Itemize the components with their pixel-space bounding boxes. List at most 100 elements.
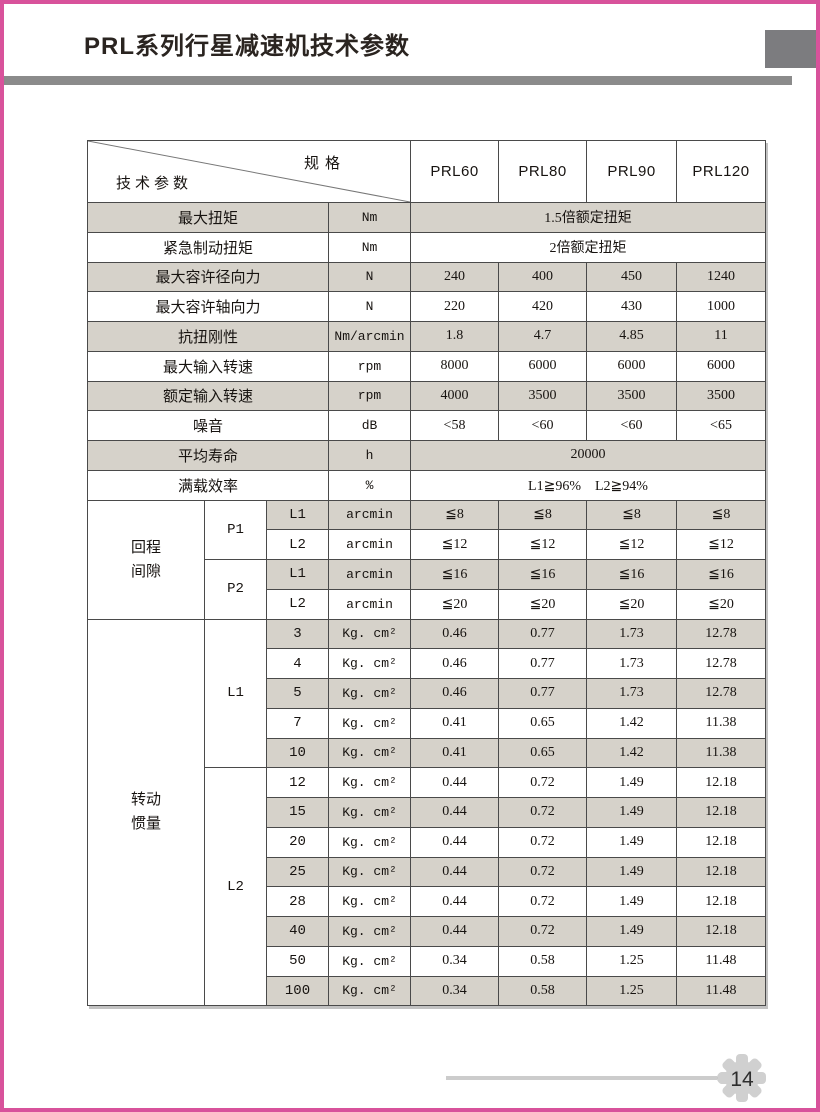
unit-cell: Kg. cm² — [328, 945, 411, 977]
value-cell: 0.77 — [498, 648, 587, 679]
value-cell: 12.78 — [676, 678, 766, 709]
value-cell: 1.49 — [586, 856, 677, 888]
value-cell: 12.18 — [676, 767, 766, 798]
table-row: 满载效率 % L1≧96% L2≧94% — [87, 469, 766, 501]
value-cell: 420 — [498, 291, 587, 322]
unit-cell: h — [328, 440, 411, 471]
ratio-cell: 10 — [266, 737, 329, 769]
backlash-label-line2: 间隙 — [130, 563, 161, 580]
ratio-cell: 12 — [266, 767, 329, 798]
value-cell: 0.65 — [498, 707, 587, 739]
value-cell: ≦12 — [498, 529, 587, 560]
value-cell: 4.7 — [498, 321, 587, 352]
table-row: 最大扭矩 Nm 1.5倍额定扭矩 — [87, 202, 766, 233]
ratio-cell: 100 — [266, 975, 329, 1007]
param-name: 最大容许径向力 — [87, 261, 329, 293]
corner-label-params: 技术参数 — [116, 176, 193, 192]
gear-icon: 14 — [718, 1054, 766, 1102]
value-cell: 0.77 — [498, 618, 587, 650]
value-cell: 1.5倍额定扭矩 — [410, 202, 766, 233]
unit-cell: Kg. cm² — [328, 767, 411, 798]
unit-cell: Nm/arcmin — [328, 321, 411, 352]
value-cell: 1.49 — [586, 916, 677, 947]
value-cell: 1.49 — [586, 826, 677, 858]
unit-cell: arcmin — [328, 529, 411, 560]
value-cell: 3500 — [586, 380, 677, 412]
ratio-cell: 40 — [266, 916, 329, 947]
value-cell: 0.65 — [498, 737, 587, 769]
value-cell: 1240 — [676, 261, 766, 293]
value-cell: 450 — [586, 261, 677, 293]
model-header-prl80: PRL80 — [498, 140, 587, 203]
unit-cell: Kg. cm² — [328, 886, 411, 917]
unit-cell: rpm — [328, 380, 411, 412]
diagonal-corner-cell: 规格 技术参数 — [87, 140, 411, 203]
param-name: 平均寿命 — [87, 440, 329, 471]
value-cell: 12.18 — [676, 826, 766, 858]
ratio-cell: 4 — [266, 648, 329, 679]
diagonal-line — [88, 141, 410, 202]
table-row: 15 Kg. cm² 0.44 0.72 1.49 12.18 — [88, 797, 766, 828]
unit-cell: Kg. cm² — [328, 707, 411, 739]
value-cell: 1.42 — [586, 707, 677, 739]
inertia-stage-l2: L2 — [204, 767, 267, 1007]
value-cell: ≦8 — [498, 499, 587, 531]
table-row: 4 Kg. cm² 0.46 0.77 1.73 12.78 — [88, 648, 766, 679]
model-header-prl90: PRL90 — [586, 140, 677, 203]
value-cell: 4000 — [410, 380, 499, 412]
value-cell: 12.18 — [676, 916, 766, 947]
value-cell: 11.38 — [676, 737, 766, 769]
unit-cell: Kg. cm² — [328, 797, 411, 828]
value-cell: 1.49 — [586, 767, 677, 798]
value-cell: 0.72 — [498, 916, 587, 947]
value-cell: 8000 — [410, 350, 499, 382]
value-cell: 0.44 — [410, 856, 499, 888]
value-cell: 0.72 — [498, 797, 587, 828]
value-cell: ≦12 — [410, 529, 499, 560]
value-cell: 6000 — [676, 350, 766, 382]
value-cell: ≦16 — [676, 559, 766, 590]
table-row: 40 Kg. cm² 0.44 0.72 1.49 12.18 — [88, 916, 766, 947]
value-cell: <58 — [410, 410, 499, 441]
page-title: PRL系列行星减速机技术参数 — [84, 33, 410, 60]
value-cell: 0.44 — [410, 916, 499, 947]
value-cell: 0.41 — [410, 737, 499, 769]
value-cell: ≦20 — [410, 588, 499, 620]
value-cell: ≦16 — [410, 559, 499, 590]
value-cell: 0.44 — [410, 797, 499, 828]
ratio-cell: 25 — [266, 856, 329, 888]
value-cell: 2倍额定扭矩 — [410, 231, 766, 263]
value-cell: 0.77 — [498, 678, 587, 709]
unit-cell: Nm — [328, 202, 411, 233]
value-cell: 0.46 — [410, 648, 499, 679]
param-name: 最大输入转速 — [87, 350, 329, 382]
table-row: 5 Kg. cm² 0.46 0.77 1.73 12.78 — [88, 678, 766, 709]
precision-class-p2: P2 — [204, 559, 267, 620]
value-cell: <60 — [498, 410, 587, 441]
stage-cell: L1 — [266, 499, 329, 531]
ratio-cell: 20 — [266, 826, 329, 858]
table-row: 抗扭刚性 Nm/arcmin 1.8 4.7 4.85 11 — [87, 321, 766, 352]
page-number: 14 — [730, 1068, 754, 1091]
value-cell: 12.18 — [676, 886, 766, 917]
inertia-label-line2: 惯量 — [130, 816, 161, 833]
value-cell: 12.18 — [676, 797, 766, 828]
value-cell: 6000 — [586, 350, 677, 382]
table-row: 28 Kg. cm² 0.44 0.72 1.49 12.18 — [88, 886, 766, 917]
unit-cell: Kg. cm² — [328, 826, 411, 858]
value-cell: ≦16 — [498, 559, 587, 590]
table-row: 最大容许径向力 N 240 400 450 1240 — [87, 261, 766, 293]
param-name: 抗扭刚性 — [87, 321, 329, 352]
table-row: 噪音 dB <58 <60 <60 <65 — [87, 410, 766, 441]
table-row: L2 arcmin ≦12 ≦12 ≦12 ≦12 — [88, 529, 766, 560]
value-cell: 1.73 — [586, 618, 677, 650]
value-cell: ≦20 — [676, 588, 766, 620]
table-row: 100 Kg. cm² 0.34 0.58 1.25 11.48 — [88, 975, 766, 1007]
value-cell: 430 — [586, 291, 677, 322]
table-row: 7 Kg. cm² 0.41 0.65 1.42 11.38 — [88, 707, 766, 739]
value-cell: 240 — [410, 261, 499, 293]
value-cell: 1.8 — [410, 321, 499, 352]
value-cell: 0.72 — [498, 826, 587, 858]
inertia-label-line1: 转动 — [130, 792, 161, 809]
value-cell: 6000 — [498, 350, 587, 382]
